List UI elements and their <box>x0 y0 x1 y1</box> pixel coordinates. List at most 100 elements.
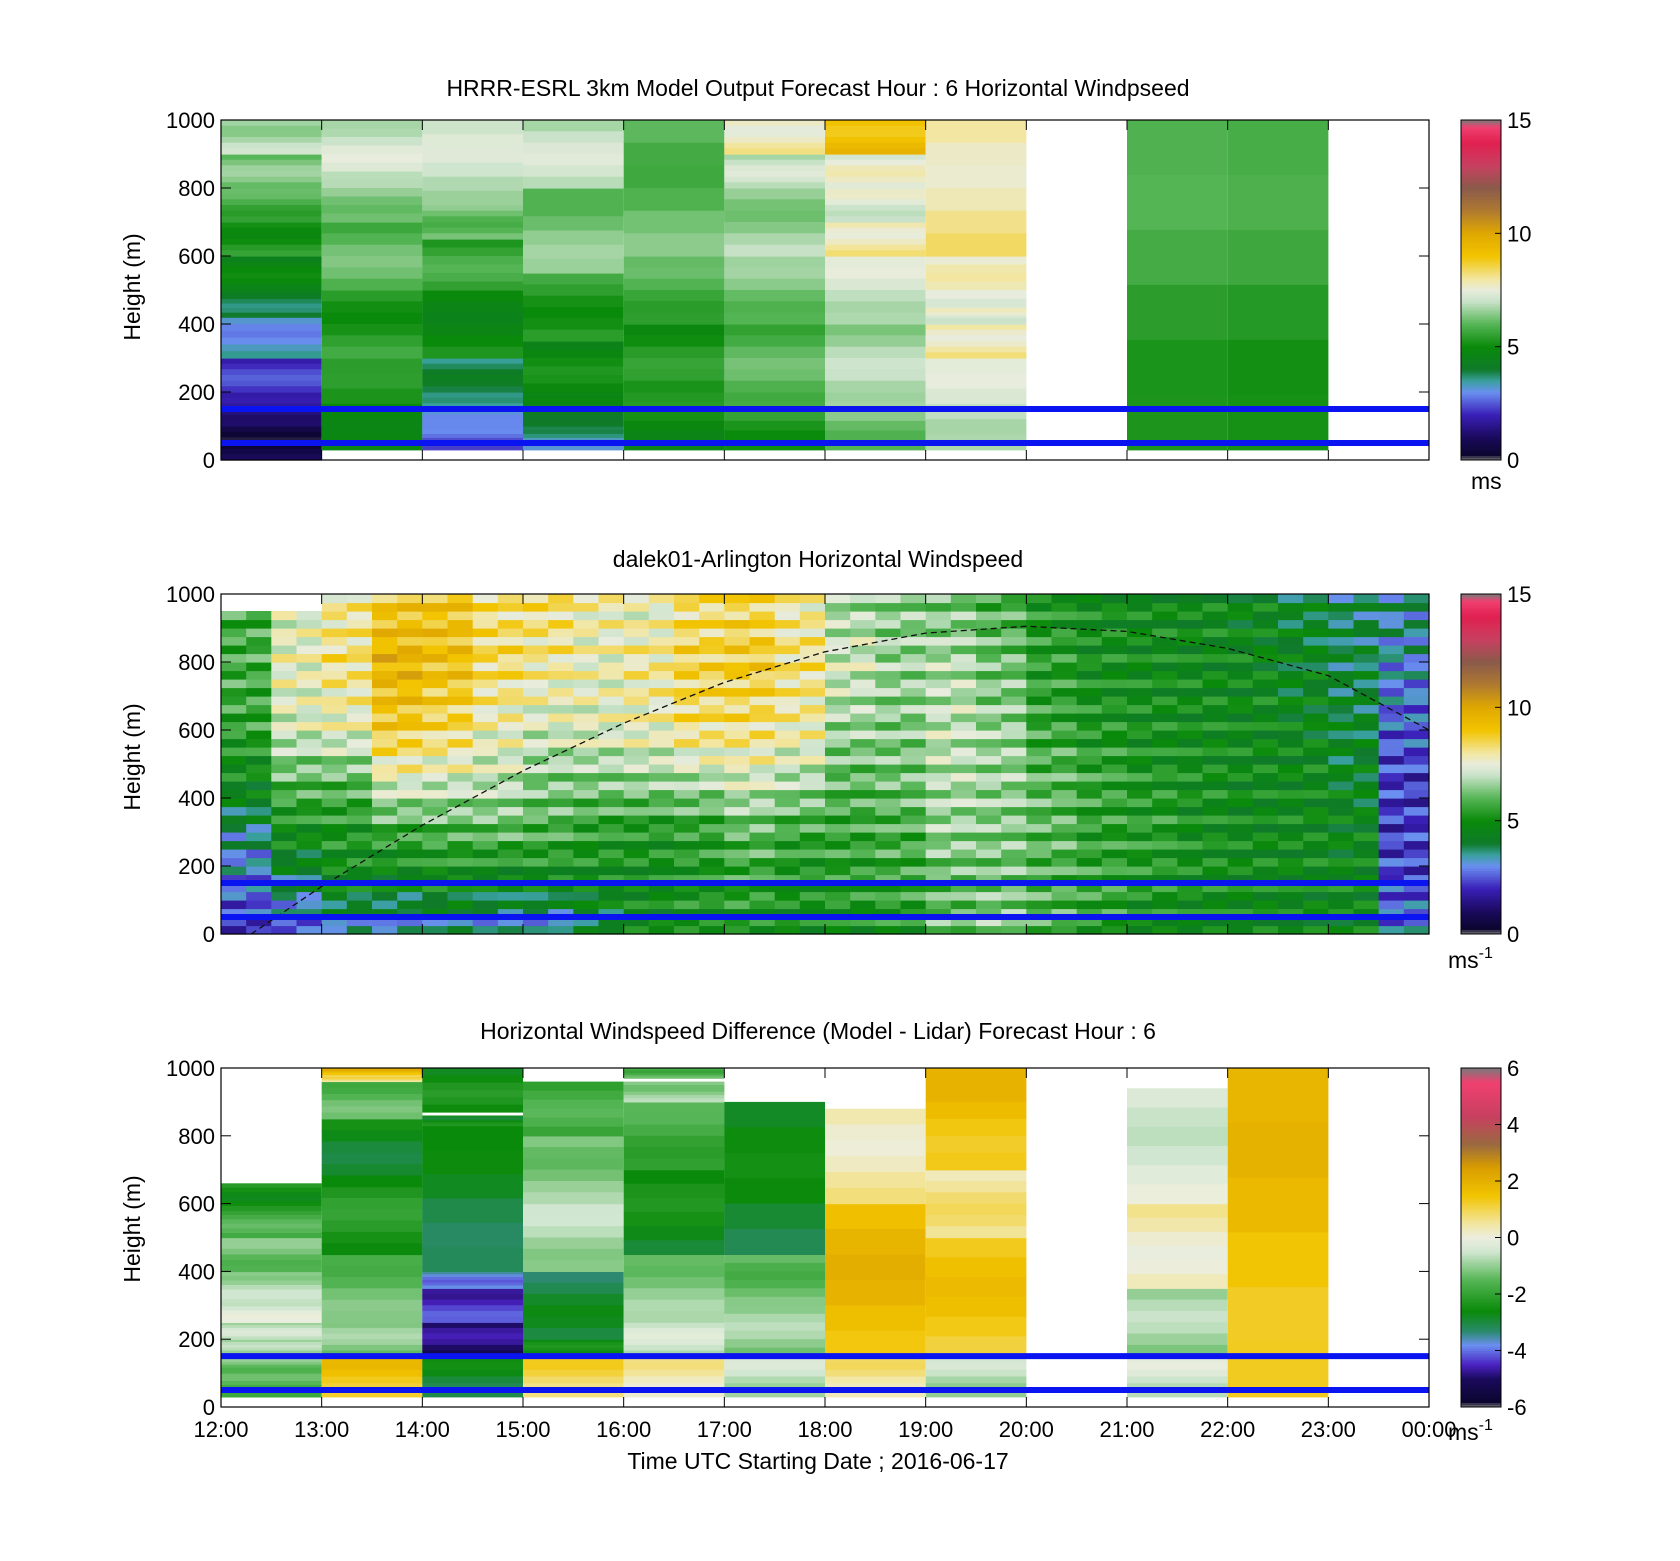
heatmap-cell <box>1227 823 1254 833</box>
heatmap-cell <box>875 594 902 604</box>
heatmap-cell <box>623 1074 725 1078</box>
heatmap-cell <box>1152 628 1178 638</box>
colorbar-swatch <box>1461 777 1501 781</box>
heatmap-cell <box>221 1196 322 1202</box>
heatmap-cell <box>271 704 298 714</box>
heatmap-cell <box>825 1140 926 1157</box>
heatmap-cell <box>1303 866 1329 876</box>
colorbar-swatch <box>1461 208 1501 212</box>
colorbar-swatch <box>1461 877 1501 881</box>
heatmap-cell <box>321 900 348 910</box>
colorbar-swatch <box>1461 1391 1501 1394</box>
heatmap-cell <box>1177 747 1204 757</box>
heatmap-cell <box>1051 781 1078 791</box>
colorbar-swatch <box>1461 761 1501 765</box>
heatmap-cell <box>623 645 650 655</box>
heatmap-cell <box>925 329 1027 336</box>
heatmap-cell <box>1076 781 1103 791</box>
colorbar-swatch <box>1461 768 1501 772</box>
heatmap-cell <box>422 134 523 149</box>
heatmap-cell <box>321 738 348 748</box>
heatmap-cell <box>598 755 625 765</box>
heatmap-cell <box>1303 891 1329 901</box>
heatmap-cell <box>246 670 272 680</box>
heatmap-cell <box>623 1339 725 1346</box>
heatmap-cell <box>221 704 247 714</box>
heatmap-cell <box>850 645 876 655</box>
colorbar-swatch <box>1461 135 1501 139</box>
heatmap-cell <box>372 781 398 791</box>
heatmap-cell <box>497 730 524 740</box>
heatmap-cell <box>1378 730 1405 740</box>
heatmap-cell <box>1202 815 1229 825</box>
heatmap-cell <box>422 1274 523 1278</box>
heatmap-cell <box>296 883 323 893</box>
colorbar-tick-label: 4 <box>1507 1113 1519 1138</box>
colorbar-swatch <box>1461 1214 1501 1218</box>
heatmap-cell <box>1378 823 1405 833</box>
heatmap-cell <box>271 789 298 799</box>
heatmap-cell <box>1252 670 1279 680</box>
colorbar-unit-exponent: -1 <box>1479 1417 1493 1434</box>
heatmap-cell <box>447 619 474 629</box>
heatmap-cell <box>523 883 549 893</box>
heatmap-cell <box>221 1342 322 1346</box>
heatmap-cell <box>674 917 700 927</box>
heatmap-cell <box>497 925 524 935</box>
heatmap-cell <box>221 1314 322 1319</box>
heatmap-cell <box>825 1156 926 1173</box>
heatmap-cell <box>422 883 449 893</box>
heatmap-cell <box>1278 687 1304 697</box>
heatmap-cell <box>724 1369 825 1378</box>
colorbar-swatch <box>1461 1397 1501 1401</box>
heatmap-cell <box>497 679 524 689</box>
heatmap-cell <box>1328 679 1355 689</box>
heatmap-cell <box>850 704 876 714</box>
heatmap-cell <box>1127 1146 1228 1166</box>
heatmap-cell <box>1127 1184 1228 1205</box>
heatmap-cell <box>875 679 902 689</box>
colorbar-swatch <box>1461 242 1501 246</box>
heatmap-cell <box>1403 900 1430 910</box>
colorbar-swatch <box>1461 872 1501 876</box>
heatmap-cell <box>799 789 826 799</box>
heatmap-cell <box>724 653 751 663</box>
heatmap-cell <box>799 653 826 663</box>
heatmap-cell <box>749 628 776 638</box>
heatmap-cell <box>1403 764 1430 774</box>
heatmap-cell <box>925 419 1027 436</box>
heatmap-cell <box>623 1101 725 1114</box>
heatmap-cell <box>321 213 423 223</box>
heatmap-cell <box>825 210 926 217</box>
colorbar-swatch <box>1461 192 1501 196</box>
heatmap-cell <box>623 301 725 314</box>
heatmap-cell <box>1403 653 1430 663</box>
colorbar-swatch <box>1461 1194 1501 1198</box>
heatmap-cell <box>799 636 826 646</box>
heatmap-cell <box>825 1383 926 1391</box>
heatmap-cell <box>472 670 499 680</box>
heatmap-cell <box>1152 908 1178 918</box>
heatmap-cell <box>422 755 449 765</box>
heatmap-cell <box>1177 917 1204 927</box>
heatmap-cell <box>1152 891 1178 901</box>
heatmap-cell <box>1152 781 1178 791</box>
heatmap-cell <box>875 704 902 714</box>
heatmap-cell <box>825 764 851 774</box>
heatmap-cell <box>623 420 725 432</box>
heatmap-cell <box>221 1333 322 1337</box>
heatmap-cell <box>221 239 322 246</box>
heatmap-cell <box>724 188 825 200</box>
heatmap-cell <box>321 891 348 901</box>
heatmap-cell <box>221 730 247 740</box>
heatmap-cell <box>296 730 323 740</box>
heatmap-cell <box>497 696 524 706</box>
heatmap-cell <box>523 165 624 178</box>
heatmap-cell <box>1278 917 1304 927</box>
heatmap-cell <box>925 1383 1027 1391</box>
heatmap-cell <box>246 815 272 825</box>
heatmap-cell <box>774 823 801 833</box>
heatmap-cell <box>1127 284 1228 341</box>
heatmap-cell <box>296 815 323 825</box>
heatmap-cell <box>1227 806 1254 816</box>
